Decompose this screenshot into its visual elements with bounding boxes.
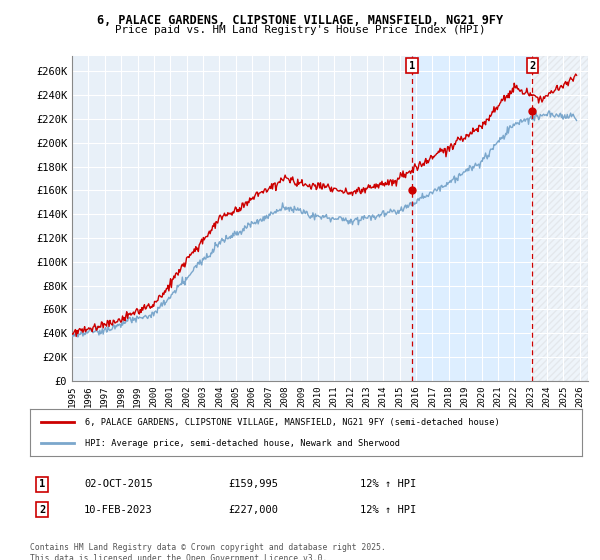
Text: 10-FEB-2023: 10-FEB-2023: [84, 505, 153, 515]
Text: 12% ↑ HPI: 12% ↑ HPI: [360, 505, 416, 515]
Text: 1: 1: [409, 60, 415, 71]
Text: £227,000: £227,000: [228, 505, 278, 515]
Text: 12% ↑ HPI: 12% ↑ HPI: [360, 479, 416, 489]
Bar: [412, 56, 532, 381]
Text: 2: 2: [39, 505, 45, 515]
Text: Price paid vs. HM Land Registry's House Price Index (HPI): Price paid vs. HM Land Registry's House …: [115, 25, 485, 35]
Text: HPI: Average price, semi-detached house, Newark and Sherwood: HPI: Average price, semi-detached house,…: [85, 438, 400, 447]
Bar: [532, 56, 588, 381]
Text: £159,995: £159,995: [228, 479, 278, 489]
Text: 2: 2: [529, 60, 535, 71]
Text: 1: 1: [39, 479, 45, 489]
Text: Contains HM Land Registry data © Crown copyright and database right 2025.
This d: Contains HM Land Registry data © Crown c…: [30, 543, 386, 560]
Text: 02-OCT-2015: 02-OCT-2015: [84, 479, 153, 489]
Text: 6, PALACE GARDENS, CLIPSTONE VILLAGE, MANSFIELD, NG21 9FY (semi-detached house): 6, PALACE GARDENS, CLIPSTONE VILLAGE, MA…: [85, 418, 500, 427]
Text: 6, PALACE GARDENS, CLIPSTONE VILLAGE, MANSFIELD, NG21 9FY: 6, PALACE GARDENS, CLIPSTONE VILLAGE, MA…: [97, 14, 503, 27]
